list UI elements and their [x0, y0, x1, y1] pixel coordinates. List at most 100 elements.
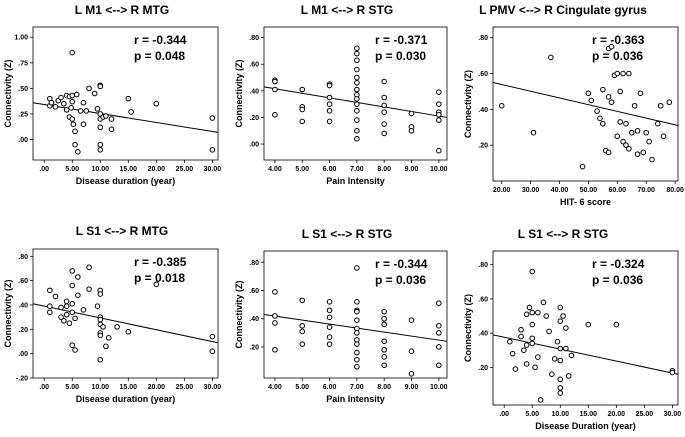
x-tick-label: 5.00 — [295, 384, 309, 391]
x-tick-label: 10.00 — [92, 384, 110, 391]
x-tick-label: .00 — [39, 384, 49, 391]
data-point — [69, 268, 76, 274]
data-point — [209, 348, 216, 355]
data-point — [620, 138, 626, 145]
data-point — [637, 90, 644, 97]
data-point — [354, 317, 360, 323]
data-point — [97, 124, 104, 131]
data-point — [75, 149, 81, 155]
data-point — [69, 309, 76, 316]
data-point — [272, 320, 278, 326]
x-tick-label: 15.00 — [580, 411, 598, 418]
data-point — [579, 163, 586, 170]
data-point — [654, 120, 661, 127]
data-point — [669, 369, 676, 376]
data-point — [108, 116, 115, 122]
data-point — [108, 126, 115, 133]
data-point — [153, 281, 160, 288]
data-point — [47, 303, 53, 309]
panel-title: L S1 <--> R MTG — [76, 224, 168, 238]
data-point — [354, 330, 360, 336]
x-tick-label: 20.00 — [493, 187, 511, 194]
data-point — [61, 100, 67, 107]
data-point — [530, 129, 537, 136]
data-point — [509, 350, 516, 357]
data-point — [563, 325, 569, 331]
data-point — [381, 130, 387, 137]
data-point — [209, 115, 216, 121]
regression-line — [492, 334, 679, 375]
data-point — [354, 363, 360, 370]
data-point — [97, 332, 104, 339]
y-tick-label: .20 — [249, 344, 259, 351]
data-point — [47, 309, 53, 316]
data-point — [565, 373, 572, 379]
data-point — [529, 335, 536, 342]
data-point — [557, 385, 564, 391]
p-value: p = 0.048 — [134, 49, 185, 63]
data-point — [69, 300, 76, 307]
data-point — [436, 322, 442, 329]
data-point — [381, 121, 387, 127]
data-point — [69, 49, 76, 56]
data-point — [326, 82, 333, 89]
x-tick-label: 5.00 — [525, 411, 539, 418]
x-axis-label: Pain Intensity — [326, 394, 385, 404]
x-tick-label: 60.00 — [609, 187, 627, 194]
data-point — [299, 341, 306, 347]
correlation-r: r = -0.385 — [134, 255, 187, 269]
y-tick-label: 1.00 — [14, 35, 28, 42]
y-tick-label: .80 — [478, 262, 488, 269]
y-tick-label: .00 — [249, 142, 259, 149]
data-point — [47, 287, 53, 294]
data-point — [125, 95, 132, 102]
p-value: p = 0.036 — [375, 273, 426, 287]
data-point — [63, 311, 70, 318]
data-point — [326, 341, 333, 347]
data-point — [63, 303, 70, 309]
x-tick-label: 15.00 — [120, 384, 138, 391]
data-point — [100, 324, 106, 330]
data-point — [381, 308, 387, 315]
panel-title: L S1 <--> R STG — [302, 227, 392, 241]
data-point — [557, 345, 564, 352]
data-point — [626, 70, 632, 77]
data-point — [628, 129, 635, 136]
data-point — [512, 366, 519, 372]
data-point — [532, 364, 538, 371]
data-point — [557, 357, 564, 364]
x-tick-label: 30.00 — [664, 411, 682, 418]
data-point — [97, 316, 104, 323]
data-point — [299, 297, 306, 304]
data-point — [86, 286, 92, 292]
y-tick-label: .80 — [249, 260, 259, 267]
data-point — [73, 91, 80, 98]
data-point — [63, 298, 70, 305]
data-point — [209, 146, 216, 153]
data-point — [436, 111, 442, 118]
x-axis-label: HIT- 6 score — [560, 197, 611, 207]
data-point — [623, 142, 629, 148]
plot-frame — [32, 248, 219, 379]
y-tick-label: .20 — [478, 365, 488, 372]
x-tick-label: 4.00 — [268, 384, 282, 391]
data-point — [560, 313, 566, 319]
y-tick-label: .80 — [18, 254, 28, 261]
x-tick-label: 30.00 — [204, 166, 222, 173]
data-point — [381, 362, 387, 369]
data-point — [72, 141, 78, 148]
y-tick-label: .80 — [249, 35, 259, 42]
data-point — [354, 74, 360, 81]
data-point — [97, 356, 104, 363]
data-point — [83, 108, 90, 114]
data-point — [381, 315, 387, 322]
x-tick-label: 25.00 — [176, 384, 194, 391]
x-tick-label: 6.00 — [323, 384, 337, 391]
data-point — [75, 292, 81, 299]
data-point — [354, 265, 360, 271]
data-point — [436, 300, 442, 307]
panel-title: L M1 <--> R STG — [301, 3, 393, 17]
regression-line — [32, 102, 219, 133]
data-point — [614, 133, 621, 140]
plot-frame — [492, 250, 679, 406]
